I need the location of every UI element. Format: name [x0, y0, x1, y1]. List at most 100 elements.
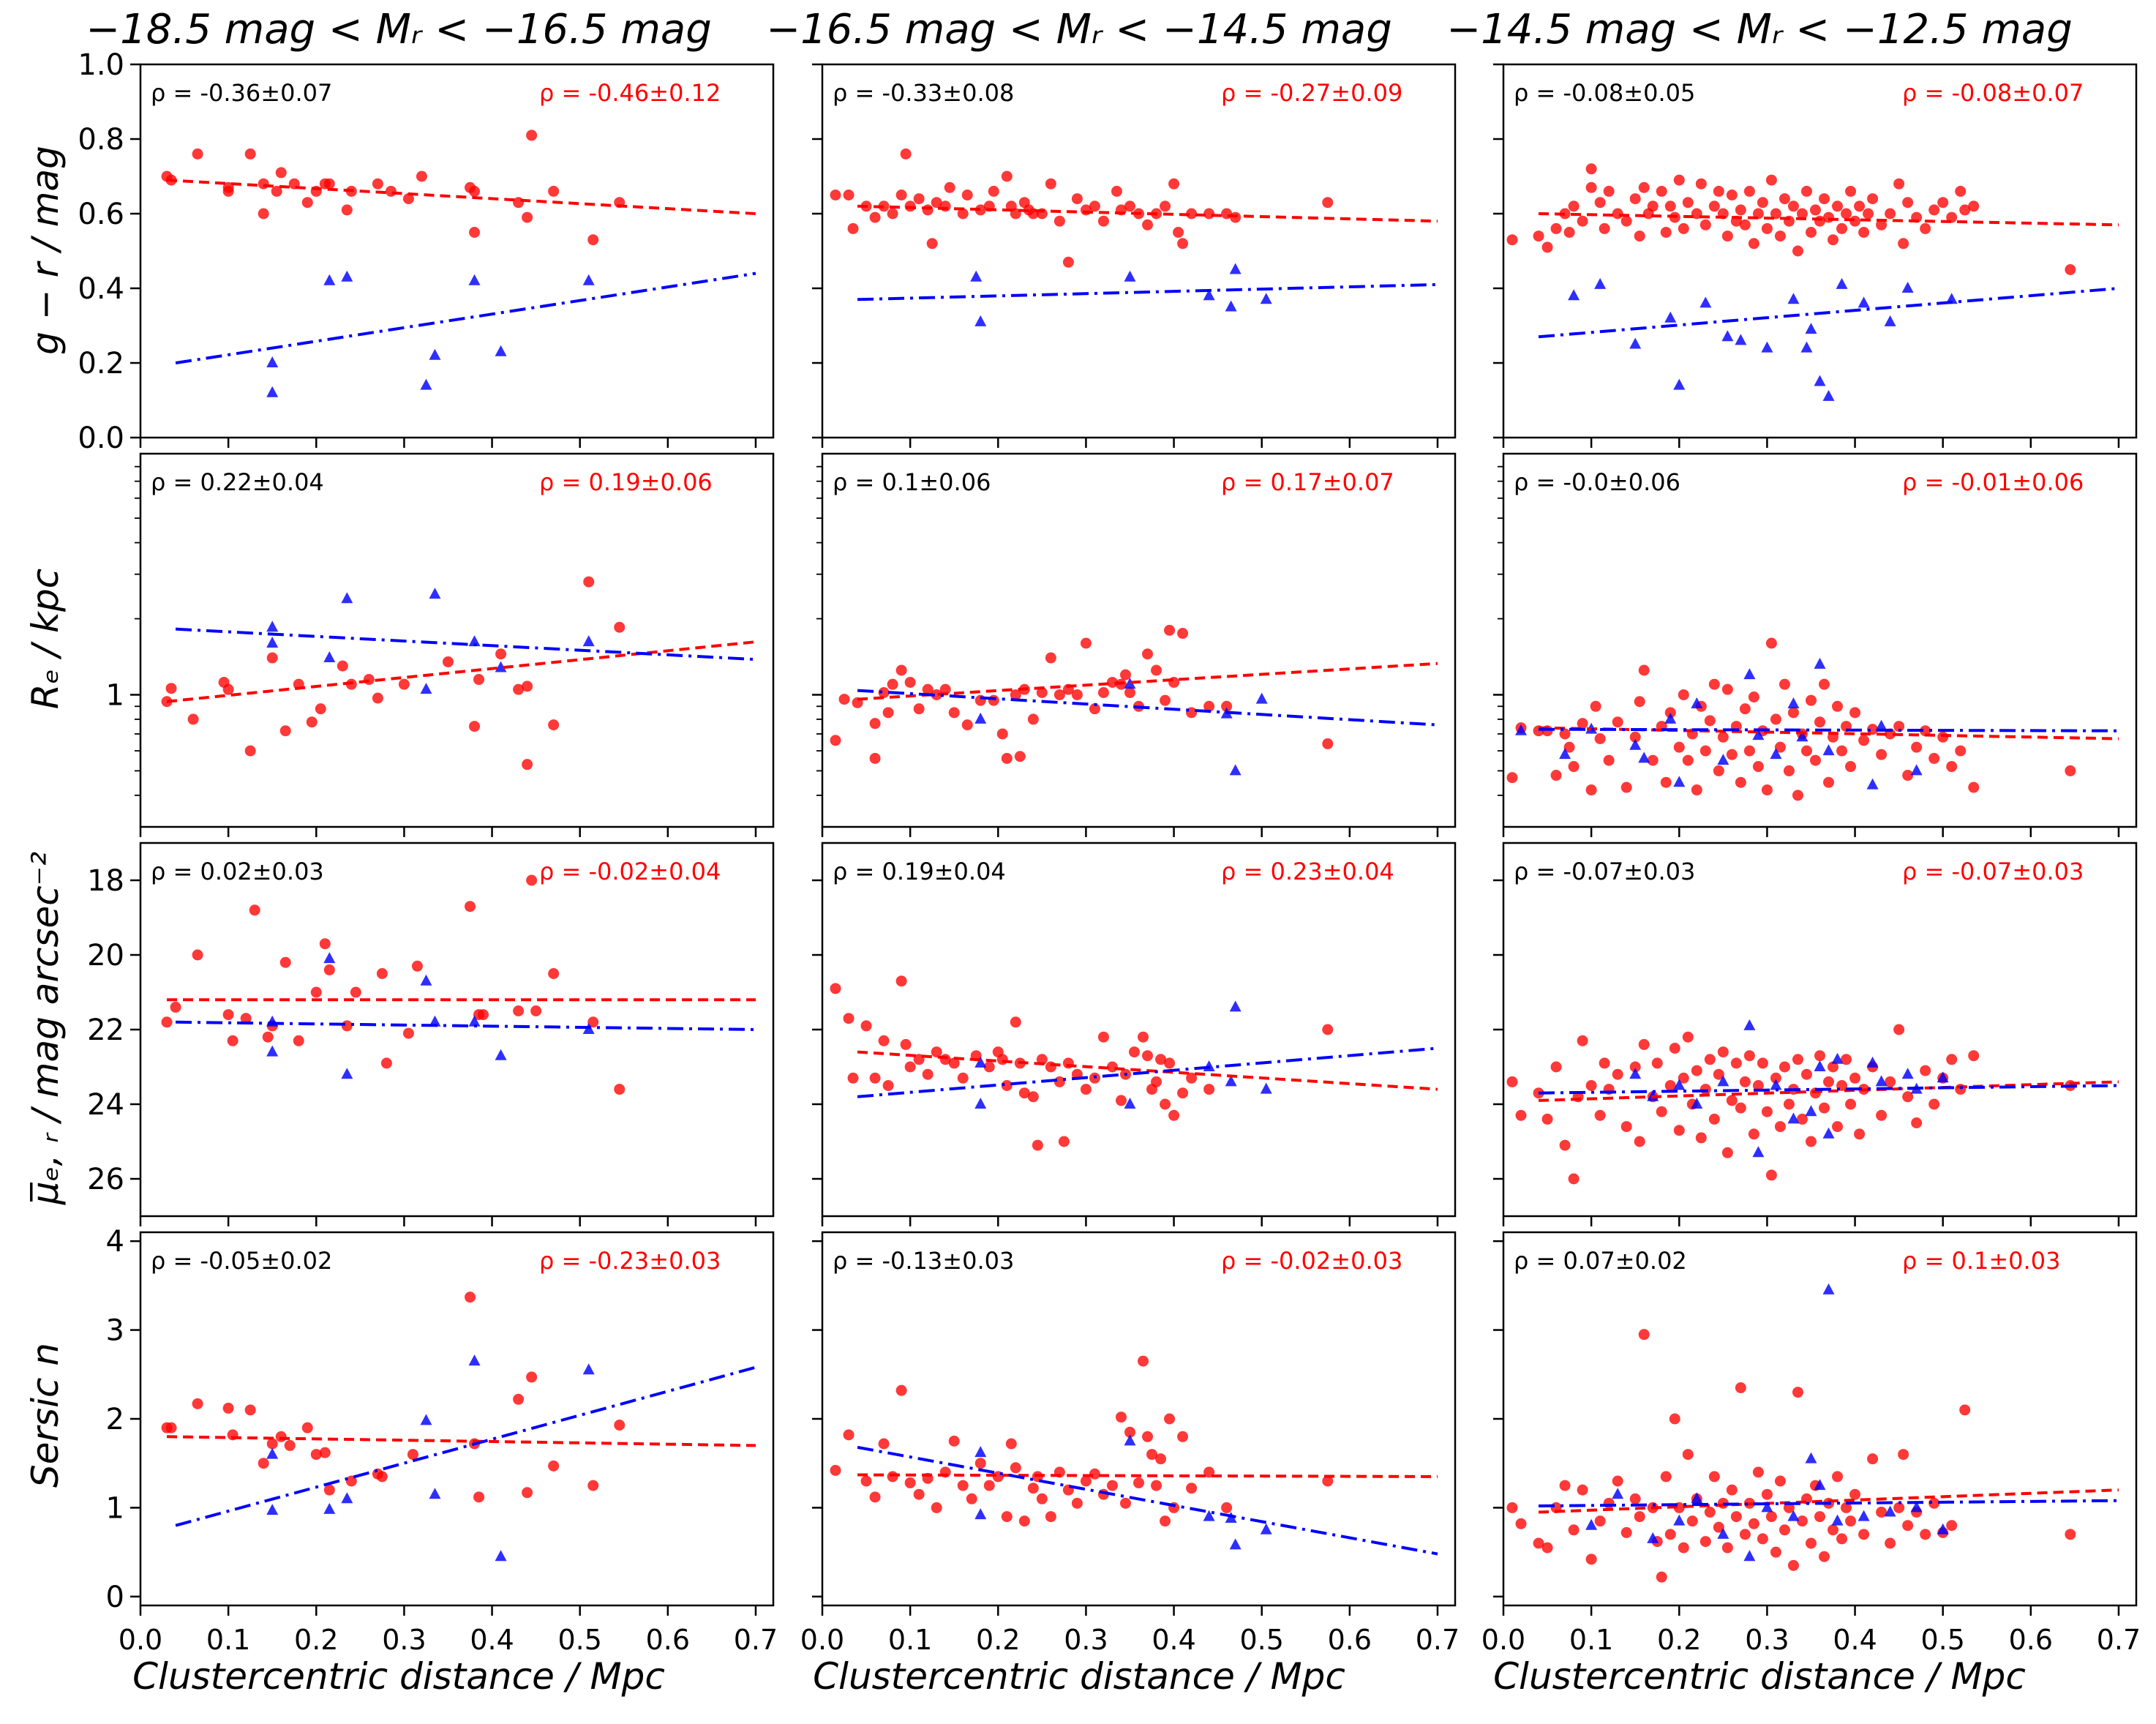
red-point — [948, 1435, 960, 1447]
red-point — [1717, 1046, 1729, 1058]
red-point — [1647, 200, 1659, 212]
red-point — [1071, 193, 1083, 205]
blue-triangle-point — [1203, 1060, 1215, 1071]
red-point — [1823, 211, 1835, 223]
y-tick-label: 18 — [87, 864, 124, 898]
blue-triangle-point — [1836, 277, 1848, 289]
red-point — [1585, 1554, 1597, 1565]
y-tick-label: 22 — [87, 1013, 124, 1047]
panel-content — [1506, 163, 2119, 401]
red-point — [1071, 689, 1083, 700]
red-point — [900, 148, 912, 160]
blue-triangle-point — [1866, 778, 1879, 790]
red-fit-line — [857, 204, 1438, 223]
red-point — [2065, 264, 2076, 275]
blue-triangle-point — [420, 974, 432, 986]
red-point — [1823, 1076, 1835, 1087]
panel-r4c1: 0.0 0.1 0.2 0.3 0.4 0.5 0.6 0.7 0 1 2 3 4 — [106, 1225, 778, 1656]
x-tick-label: 0.0 — [800, 1624, 844, 1656]
red-point — [847, 1072, 859, 1084]
red-point — [1568, 761, 1580, 773]
red-point — [1778, 1524, 1790, 1536]
blue-triangle-point — [1229, 1000, 1242, 1012]
red-fit-line — [857, 662, 1438, 701]
red-point — [1559, 1480, 1571, 1491]
red-point — [1629, 1061, 1641, 1073]
blue-triangle-point — [1260, 1082, 1272, 1094]
red-point — [385, 185, 397, 197]
red-point — [1774, 1121, 1786, 1133]
red-point — [1752, 1080, 1764, 1091]
red-point — [1669, 1413, 1680, 1425]
blue-triangle-point — [1691, 697, 1703, 708]
red-point — [1699, 745, 1711, 757]
red-point — [1761, 1106, 1773, 1117]
red-point — [1322, 197, 1334, 209]
red-point — [926, 238, 938, 250]
blue-triangle-point — [1629, 738, 1642, 750]
blue-triangle-point — [974, 712, 987, 724]
red-point — [258, 208, 269, 220]
red-point — [1541, 1542, 1553, 1554]
blue-triangle-point — [323, 952, 336, 964]
red-point — [1053, 215, 1065, 227]
blue-triangle-point — [420, 683, 432, 694]
red-point — [398, 678, 410, 690]
blue-triangle-point — [974, 1446, 987, 1458]
blue-triangle-point — [323, 274, 336, 285]
red-point — [1620, 782, 1632, 793]
red-point — [587, 1480, 599, 1491]
blue-triangle-point — [1884, 1505, 1896, 1517]
red-point — [1713, 765, 1724, 776]
red-point — [262, 1031, 274, 1043]
x-tick-label: 0.4 — [470, 1624, 514, 1656]
red-point — [376, 968, 388, 979]
red-point — [1761, 222, 1773, 234]
red-point — [1638, 664, 1650, 676]
rho-all-r3c2: ρ = 0.19±0.04 — [833, 858, 1006, 885]
red-point — [1770, 713, 1781, 725]
red-point — [1805, 1136, 1817, 1147]
red-point — [1097, 686, 1109, 698]
red-point — [1515, 1109, 1527, 1121]
red-point — [323, 1484, 335, 1496]
x-tick-label: 0.4 — [1152, 1624, 1195, 1656]
rho-red-r3c1: ρ = -0.02±0.04 — [539, 858, 721, 885]
red-point — [860, 1020, 872, 1032]
red-point — [1089, 200, 1100, 212]
red-point — [1946, 1054, 1958, 1065]
blue-triangle-point — [1203, 289, 1215, 301]
red-point — [587, 1016, 599, 1028]
red-point — [1845, 185, 1857, 197]
red-point — [948, 707, 960, 719]
red-point — [1221, 1502, 1233, 1513]
panel-frame — [1502, 842, 2138, 1218]
red-point — [1805, 1537, 1817, 1549]
red-point — [1119, 669, 1131, 681]
blue-triangle-point — [341, 270, 353, 282]
red-point — [1568, 1173, 1580, 1185]
blue-triangle-point — [1858, 296, 1870, 308]
blue-triangle-point — [495, 345, 507, 356]
red-point — [526, 130, 538, 141]
red-point — [1946, 1520, 1958, 1532]
rho-red-r1c1: ρ = -0.46±0.12 — [539, 79, 721, 107]
red-point — [1585, 163, 1597, 175]
red-point — [614, 1084, 626, 1095]
rho-all-r1c1: ρ = -0.36±0.07 — [151, 79, 333, 107]
blue-triangle-point — [1691, 1492, 1703, 1504]
red-point — [1911, 1117, 1923, 1128]
red-point — [1656, 1106, 1667, 1117]
red-point — [1036, 686, 1048, 698]
red-point — [1563, 227, 1575, 238]
blue-triangle-point — [323, 651, 336, 663]
blue-triangle-point — [1717, 1075, 1729, 1087]
y-tick-label: 20 — [87, 939, 124, 972]
rho-red-r3c2: ρ = 0.23±0.04 — [1221, 858, 1394, 885]
red-point — [222, 185, 234, 197]
x-tick-label: 0.7 — [734, 1624, 778, 1656]
red-point — [1533, 231, 1544, 242]
red-point — [1819, 1551, 1830, 1562]
red-point — [1203, 700, 1215, 712]
blue-triangle-point — [1805, 1105, 1817, 1117]
